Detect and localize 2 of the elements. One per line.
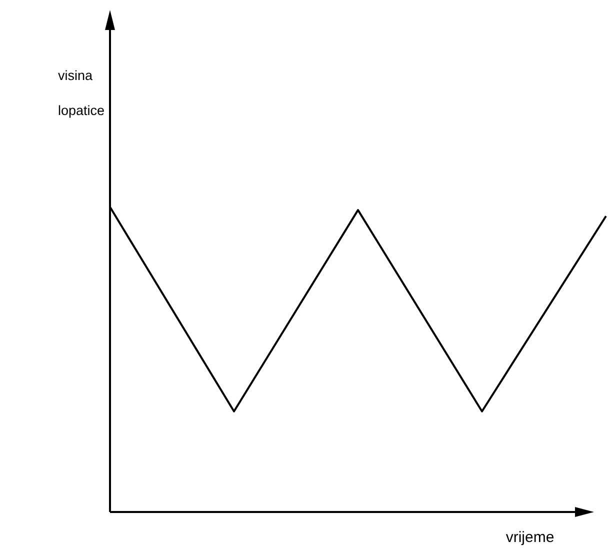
x-axis-title: vrijeme <box>506 529 554 546</box>
text: visina lopatice <box>58 68 105 118</box>
